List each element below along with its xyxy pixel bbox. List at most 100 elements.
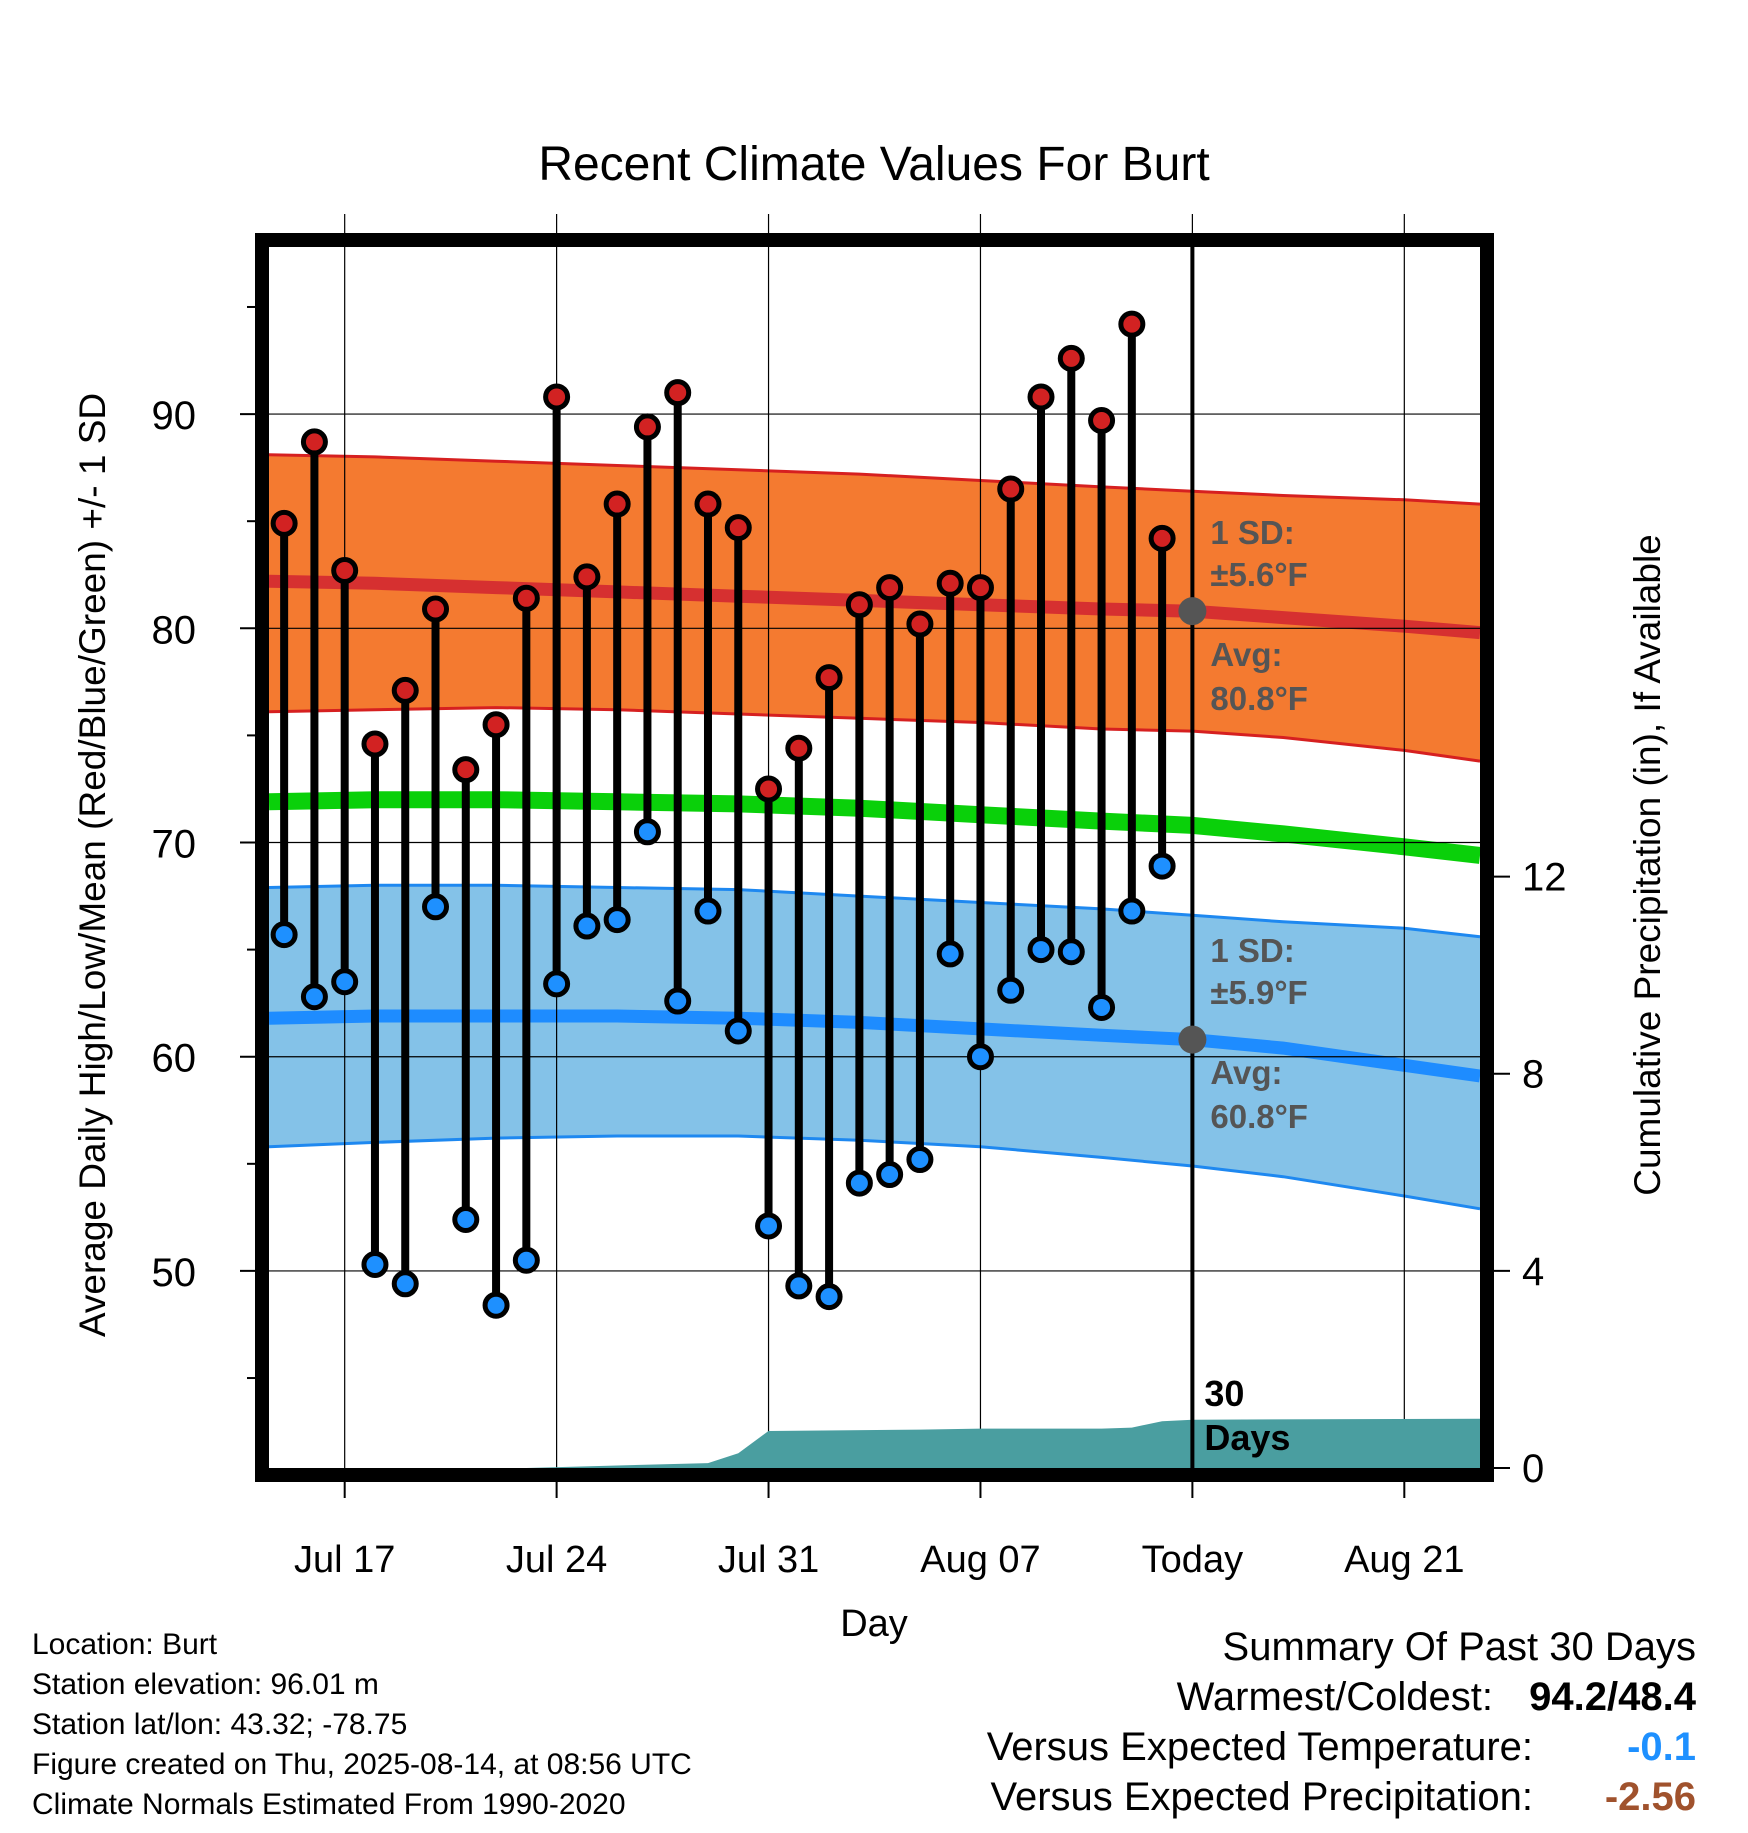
daily-high-point: [694, 490, 722, 518]
daily-high-point: [512, 584, 540, 612]
summary-title: Summary Of Past 30 Days: [1222, 1625, 1696, 1669]
chart-title: Recent Climate Values For Burt: [538, 138, 1209, 191]
latlon-text: Station lat/lon: 43.32; -78.75: [32, 1708, 408, 1741]
daily-high-point: [1088, 407, 1116, 435]
y2-axis-label: Cumulative Precipitation (in), If Availa…: [1627, 534, 1668, 1196]
warmest-label: Warmest/Coldest:: [1176, 1675, 1493, 1719]
high-sd-band: [269, 454, 1480, 762]
temp-label: Versus Expected Temperature:: [986, 1725, 1533, 1769]
daily-high-point: [936, 569, 964, 597]
y2-tick-label: 8: [1522, 1053, 1544, 1097]
daily-low-point: [1057, 938, 1085, 966]
location-text: Location: Burt: [32, 1628, 218, 1661]
precip-area: [269, 1418, 1480, 1468]
elevation-text: Station elevation: 96.01 m: [32, 1668, 379, 1701]
low-sd-band: [269, 885, 1480, 1209]
daily-low-point: [361, 1251, 389, 1278]
daily-low-point: [1118, 897, 1146, 925]
x-axis-label: Day: [840, 1603, 908, 1645]
daily-high-point: [482, 711, 510, 739]
y-tick-label: 60: [152, 1037, 197, 1081]
daily-high-point: [270, 509, 298, 537]
daily-high-point: [300, 428, 328, 456]
daily-low-point: [936, 940, 964, 968]
summary-panel: Summary Of Past 30 Days Warmest/Coldest:…: [987, 1622, 1696, 1822]
daily-high-point: [1057, 344, 1085, 372]
daily-low-point: [422, 893, 450, 921]
daily-high-point: [664, 379, 692, 407]
y-tick-label: 90: [152, 394, 197, 438]
station-info: Location: Burt Station elevation: 96.01 …: [32, 1625, 692, 1825]
daily-low-point: [1088, 993, 1116, 1021]
daily-high-point: [603, 490, 631, 518]
daily-low-point: [512, 1246, 540, 1274]
daily-high-point: [876, 574, 904, 602]
precip-value: -2.56: [1604, 1775, 1696, 1819]
daily-low-point: [694, 897, 722, 925]
daily-high-point: [1148, 524, 1176, 552]
plot-frame: [255, 233, 1494, 1482]
daily-low-point: [997, 976, 1025, 1004]
x-tick-label: Jul 17: [294, 1539, 395, 1581]
daily-high-point: [1118, 310, 1146, 338]
warmest-value: 94.2/48.4: [1529, 1675, 1696, 1719]
daily-low-point: [270, 921, 298, 949]
summary-temp-row: Versus Expected Temperature: -0.1: [987, 1722, 1696, 1772]
daily-low-point: [603, 906, 631, 934]
high-avg-marker: [1178, 597, 1207, 626]
daily-low-point: [906, 1146, 934, 1174]
daily-high-point: [997, 475, 1025, 503]
high-sd-value: ±5.6°F: [1210, 556, 1307, 593]
y-axis-label: Average Daily High/Low/Mean (Red/Blue/Gr…: [72, 393, 113, 1337]
daily-low-point: [845, 1169, 873, 1197]
normals-text: Climate Normals Estimated From 1990-2020: [32, 1788, 626, 1821]
daily-high-point: [422, 595, 450, 623]
summary-warmest-row: Warmest/Coldest: 94.2/48.4: [987, 1672, 1696, 1722]
daily-low-point: [331, 968, 359, 996]
x-tick-label: Aug 07: [920, 1539, 1040, 1581]
daily-low-point: [785, 1272, 813, 1300]
y-tick-label: 80: [152, 608, 197, 652]
x-tick-label: Today: [1142, 1539, 1243, 1581]
y-tick-label: 50: [152, 1251, 197, 1295]
x-tick-label: Jul 31: [718, 1539, 819, 1581]
daily-low-point: [633, 818, 661, 846]
daily-mean-line: [268, 791, 1481, 864]
daily-high-point: [361, 730, 389, 758]
high-avg-value: 80.8°F: [1210, 680, 1308, 717]
daily-low-point: [482, 1291, 510, 1319]
daily-high-point: [966, 574, 994, 602]
temp-value: -0.1: [1627, 1725, 1696, 1769]
daily-high-point: [1027, 383, 1055, 411]
created-text: Figure created on Thu, 2025-08-14, at 08…: [32, 1748, 692, 1781]
daily-low-point: [664, 987, 692, 1015]
daily-high-point: [845, 591, 873, 619]
precip-label: Versus Expected Precipitation:: [990, 1775, 1533, 1819]
daily-low-point: [815, 1283, 843, 1311]
daily-low-point: [573, 912, 601, 940]
low-sd-value: ±5.9°F: [1210, 974, 1307, 1011]
y-tick-label: 70: [152, 823, 197, 867]
daily-low-point: [966, 1043, 994, 1071]
daily-high-point: [633, 413, 661, 441]
daily-low-point: [876, 1161, 904, 1189]
y2-tick-label: 12: [1522, 856, 1567, 900]
y2-tick-label: 0: [1522, 1447, 1544, 1491]
daily-high-point: [755, 775, 783, 803]
daily-low-point: [724, 1017, 752, 1045]
x-tick-label: Aug 21: [1344, 1539, 1464, 1581]
daily-high-point: [815, 664, 843, 692]
low-sd-label: 1 SD:: [1210, 932, 1294, 969]
daily-low-point: [543, 970, 571, 998]
today-days-word: Days: [1204, 1417, 1290, 1458]
x-tick-label: Jul 24: [506, 1539, 607, 1581]
daily-high-point: [391, 676, 419, 704]
daily-high-point: [452, 756, 480, 784]
high-mean-line: [268, 574, 1481, 640]
y2-tick-label: 4: [1522, 1250, 1544, 1294]
daily-low-point: [1027, 936, 1055, 964]
daily-low-point: [391, 1270, 419, 1298]
daily-high-point: [573, 563, 601, 591]
